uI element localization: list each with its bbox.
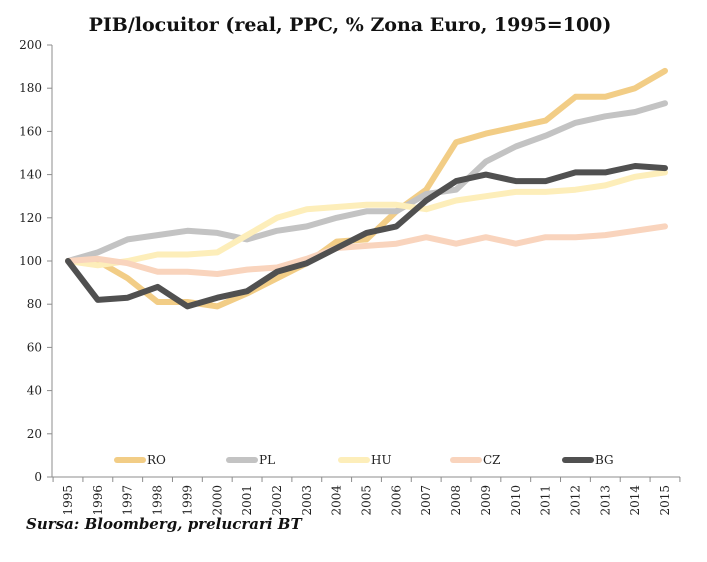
- series-line-bg: [65, 163, 668, 310]
- x-tick-label: 2001: [240, 485, 254, 516]
- y-axis: 0 20 40 60 80 100 120 140 160 180 200: [19, 38, 53, 484]
- x-tick-label: 2003: [300, 485, 314, 516]
- legend-label-hu: HU: [371, 453, 392, 467]
- legend: RO PL HU CZ BG: [114, 453, 614, 467]
- y-tick-label: 0: [34, 470, 42, 484]
- x-tick-label: 2012: [568, 485, 582, 516]
- x-tick-label: 1998: [151, 485, 165, 516]
- y-tick-label: 160: [19, 124, 42, 138]
- x-tick-label: 2010: [509, 485, 523, 516]
- legend-label-bg: BG: [595, 453, 614, 467]
- y-tick-label: 120: [19, 211, 42, 225]
- series-line-pl: [65, 100, 668, 264]
- legend-label-pl: PL: [259, 453, 275, 467]
- x-tick-label: 2006: [389, 485, 403, 516]
- x-tick-label: 1995: [61, 485, 75, 516]
- x-tick-label: 1996: [91, 485, 105, 516]
- x-tick-label: 2015: [658, 485, 672, 516]
- y-tick-label: 100: [19, 254, 42, 268]
- y-tick-label: 180: [19, 81, 42, 95]
- legend-label-cz: CZ: [483, 453, 501, 467]
- series-lines: [65, 67, 668, 310]
- y-tick-label: 60: [27, 340, 42, 354]
- x-tick-label: 2013: [598, 485, 612, 516]
- x-tick-label: 2009: [479, 485, 493, 516]
- x-tick-label: 1997: [121, 485, 135, 516]
- series-line-ro: [65, 67, 668, 310]
- legend-label-ro: RO: [147, 453, 166, 467]
- x-tick-label: 2002: [270, 485, 284, 516]
- x-tick-label: 1999: [180, 485, 194, 516]
- series-line-hu: [65, 169, 668, 269]
- x-tick-label: 2014: [628, 485, 642, 516]
- y-tick-label: 200: [19, 38, 42, 52]
- x-tick-label: 2008: [449, 485, 463, 516]
- y-tick-label: 40: [27, 384, 42, 398]
- x-tick-label: 2005: [360, 485, 374, 516]
- x-axis: 1995 1996 1997 1998 1999 2000 2001 2002 2003 2004…: [52, 476, 681, 516]
- x-tick-label: 2004: [330, 485, 344, 516]
- y-tick-label: 80: [27, 297, 42, 311]
- x-tick-label: 2007: [419, 485, 433, 516]
- y-tick-label: 20: [27, 427, 42, 441]
- source-note: Sursa: Bloomberg, prelucrari BT: [26, 515, 302, 533]
- series-line-cz: [65, 223, 668, 277]
- x-tick-label: 2000: [210, 485, 224, 516]
- chart-title: PIB/locuitor (real, PPC, % Zona Euro, 19…: [89, 14, 612, 36]
- x-tick-label: 2011: [539, 485, 553, 516]
- y-tick-label: 140: [19, 168, 42, 182]
